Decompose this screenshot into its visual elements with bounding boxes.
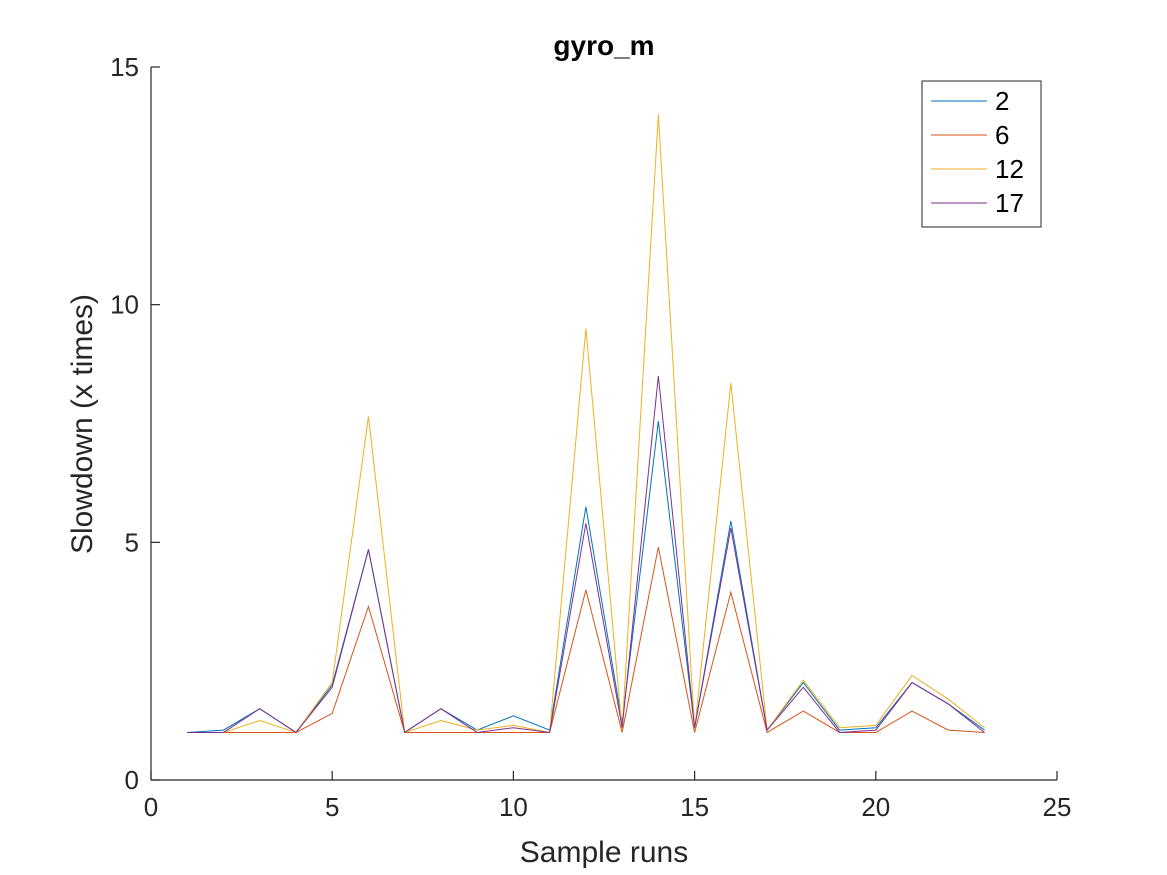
legend: 2 6 12 17 <box>921 80 1042 228</box>
series-layer <box>187 114 985 734</box>
y-axis-label: Slowdown (x times) <box>66 294 99 554</box>
series-line-2 <box>187 421 985 734</box>
legend-label-2: 2 <box>995 86 1009 116</box>
y-tick-label: 0 <box>125 765 139 795</box>
axes: 0 5 10 15 20 25 0 5 10 15 <box>110 52 1071 822</box>
y-tick-label: 5 <box>125 527 139 557</box>
x-tick-label: 15 <box>680 792 709 822</box>
chart-title: gyro_m <box>553 30 654 61</box>
y-tick-label: 15 <box>110 52 139 82</box>
series-line-17 <box>187 375 985 734</box>
x-axis-label: Sample runs <box>520 836 688 869</box>
x-tick-label: 5 <box>325 792 339 822</box>
legend-label-17: 17 <box>995 188 1024 218</box>
legend-label-6: 6 <box>995 120 1009 150</box>
series-line-12 <box>187 114 985 734</box>
series-line-6 <box>187 546 985 734</box>
x-tick-label: 10 <box>499 792 528 822</box>
y-tick-label: 10 <box>110 290 139 320</box>
legend-label-12: 12 <box>995 154 1024 184</box>
x-tick-label: 0 <box>144 792 158 822</box>
x-tick-label: 25 <box>1043 792 1072 822</box>
x-tick-label: 20 <box>861 792 890 822</box>
